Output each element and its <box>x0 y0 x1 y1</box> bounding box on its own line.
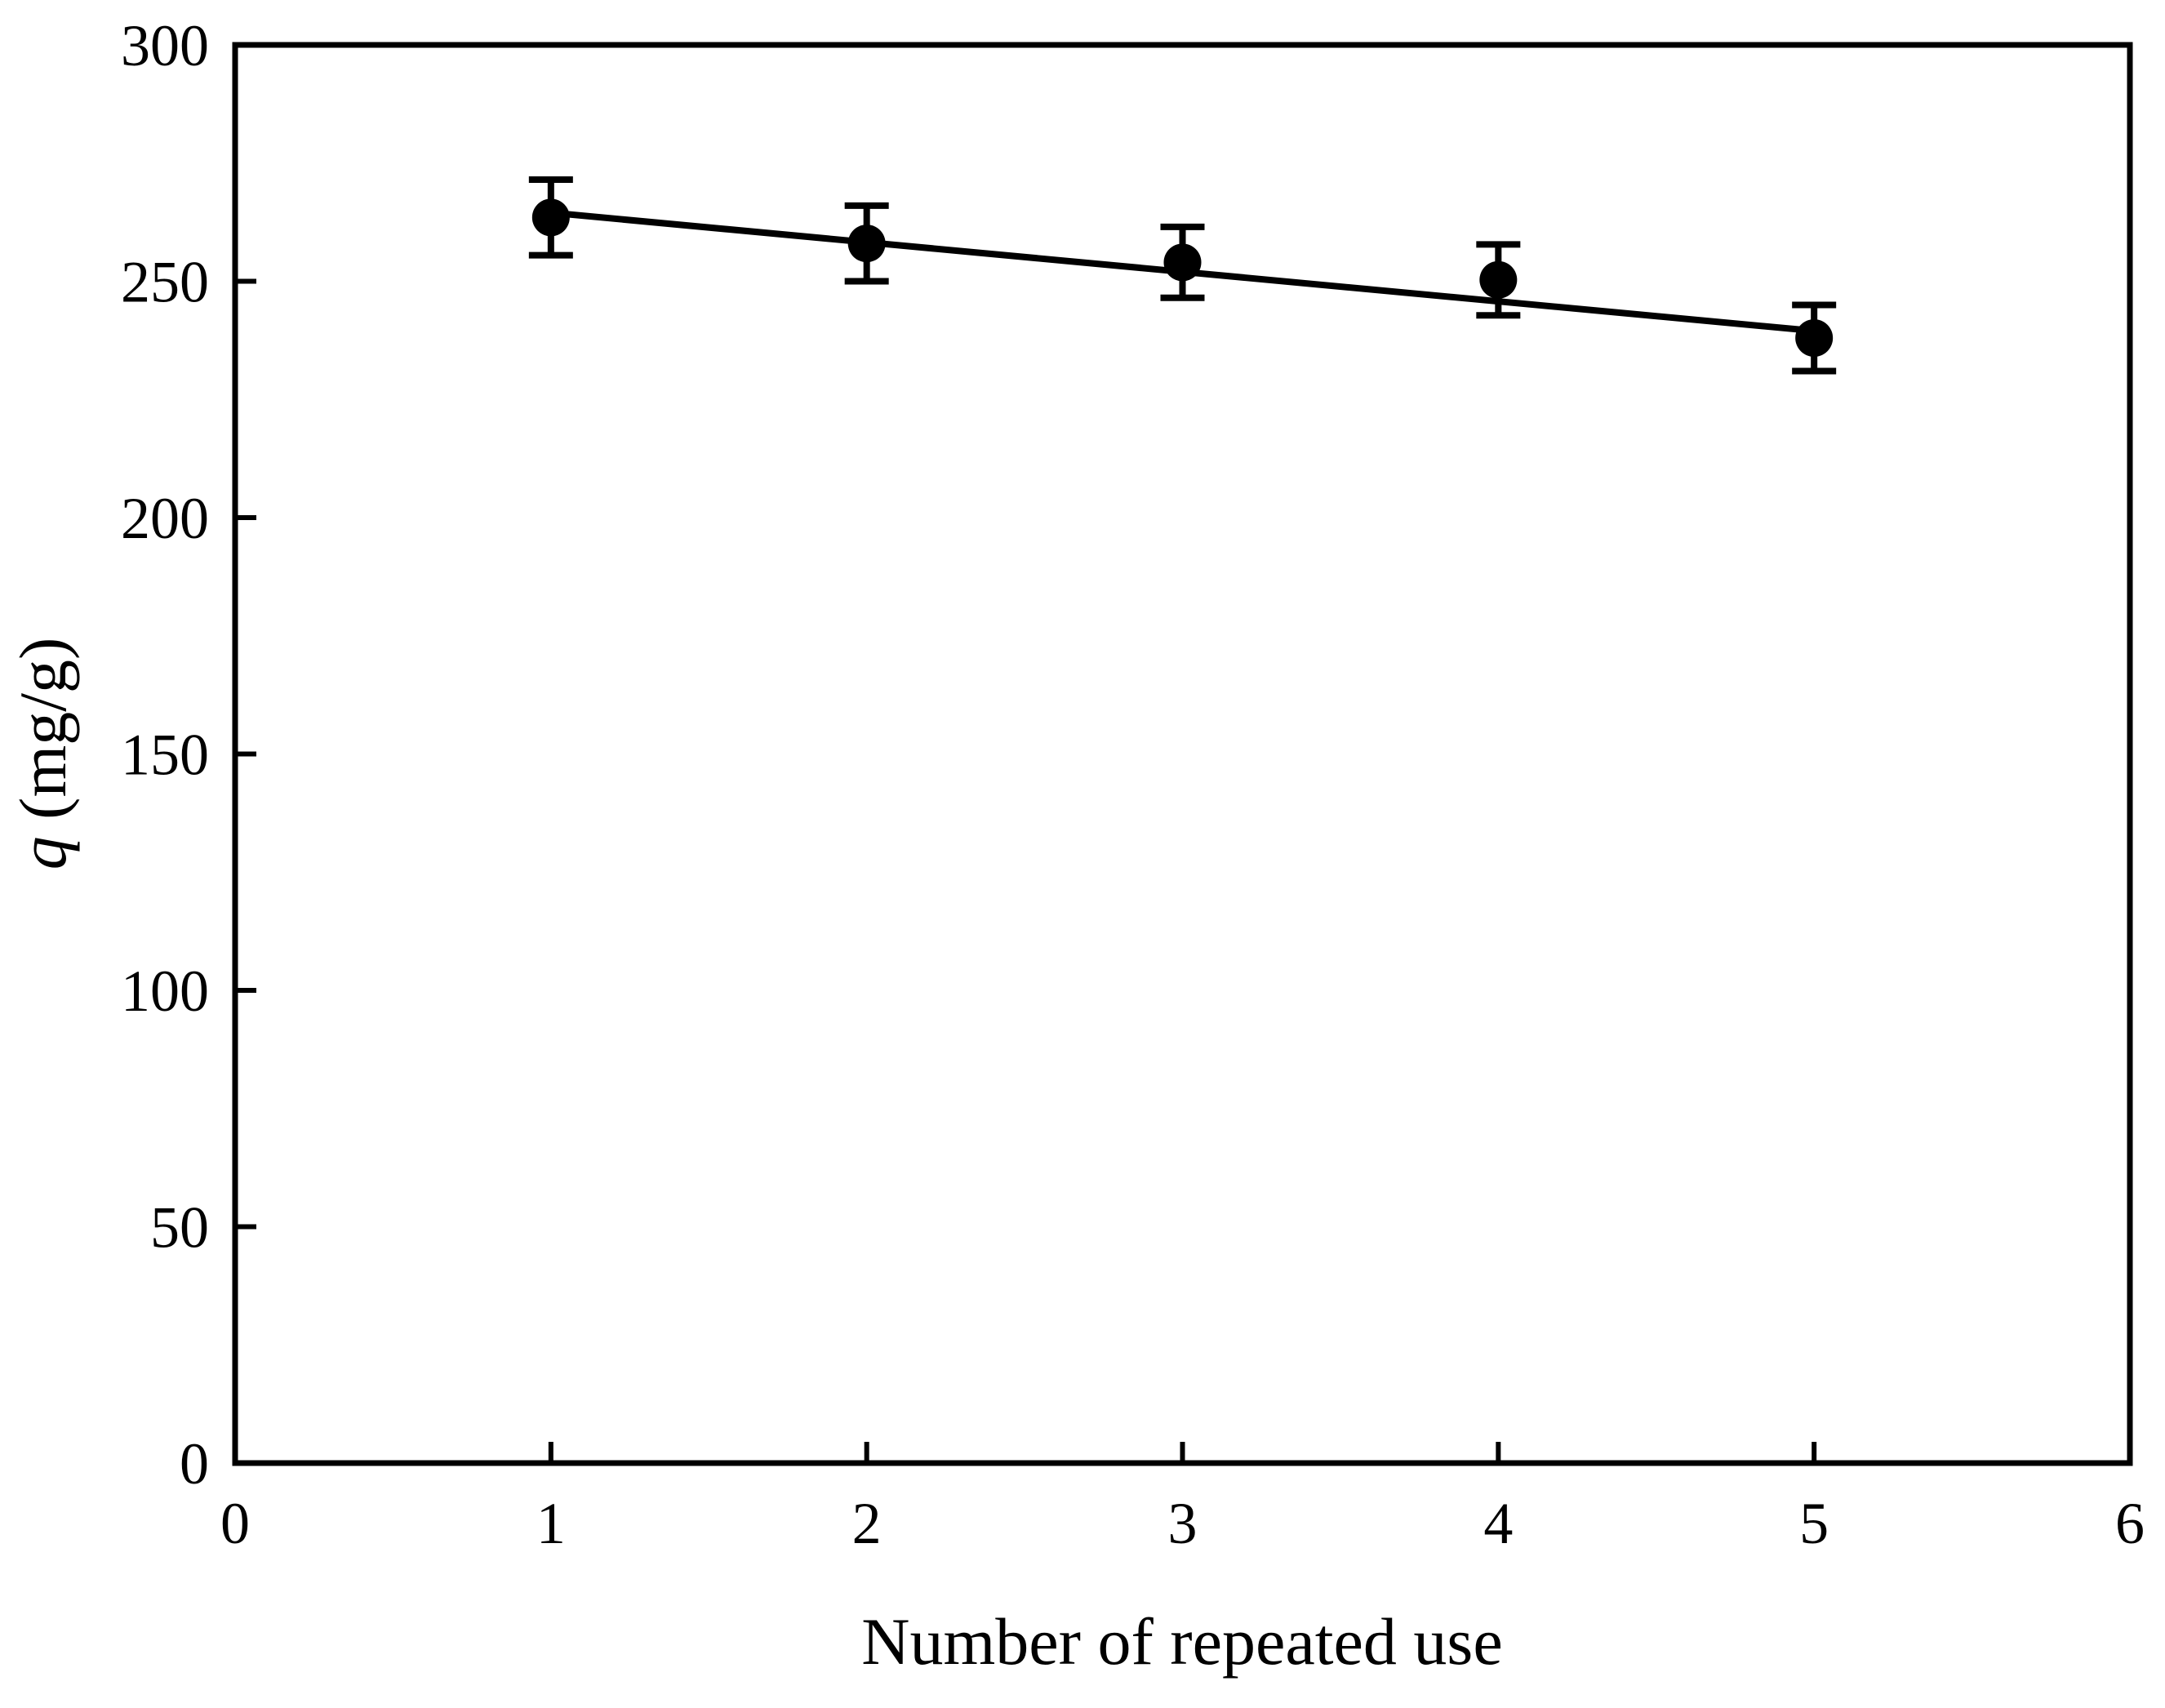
y-tick-label: 100 <box>121 959 209 1024</box>
x-axis-label: Number of repeated use <box>861 1604 1503 1679</box>
data-point-marker <box>1479 260 1518 299</box>
x-tick-label: 2 <box>852 1491 882 1556</box>
x-tick-label: 4 <box>1483 1491 1513 1556</box>
y-axis-ticks <box>235 42 256 1466</box>
y-tick-label: 150 <box>121 723 209 788</box>
data-point-marker <box>1163 243 1202 282</box>
x-axis-ticks <box>233 1442 2132 1463</box>
x-tick-label: 0 <box>220 1491 250 1556</box>
x-tick-label: 6 <box>2115 1491 2145 1556</box>
y-tick-label: 300 <box>121 13 209 78</box>
data-points <box>531 198 1834 357</box>
y-tick-labels: 0 50 100 150 200 250 300 <box>121 13 209 1497</box>
y-axis-label: q (mg/g) <box>6 638 80 870</box>
x-tick-label: 5 <box>1799 1491 1829 1556</box>
x-tick-label: 1 <box>536 1491 566 1556</box>
y-tick-label: 50 <box>150 1195 209 1261</box>
data-point-marker <box>1795 318 1834 357</box>
y-tick-label: 250 <box>121 250 209 315</box>
x-tick-labels: 0 1 2 3 4 5 6 <box>220 1491 2145 1556</box>
y-tick-label: 0 <box>180 1431 209 1497</box>
y-axis-label-symbol: q <box>6 836 80 870</box>
data-point-marker <box>847 225 886 263</box>
x-tick-label: 3 <box>1168 1491 1198 1556</box>
y-axis-label-units: (mg/g) <box>6 638 80 837</box>
data-point-marker <box>531 198 570 237</box>
y-tick-label: 200 <box>121 486 209 551</box>
